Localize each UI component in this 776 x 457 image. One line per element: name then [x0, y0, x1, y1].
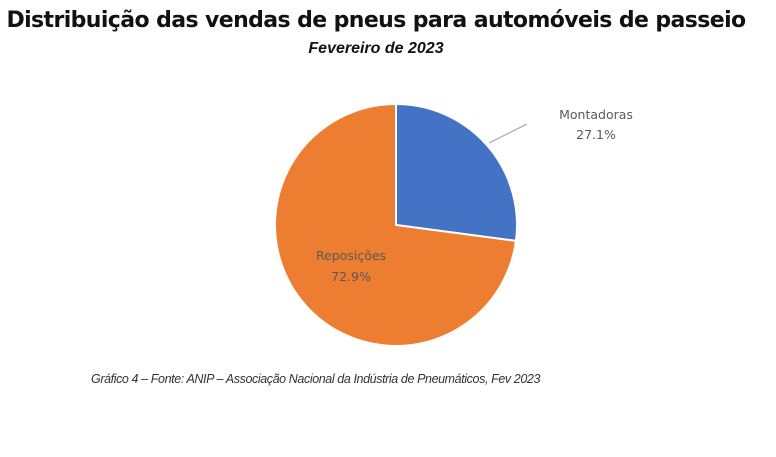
slice-value-montadoras: 27.1% [576, 127, 616, 142]
pie-slice-reposicoes [274, 102, 518, 347]
chart-subtitle: Fevereiro de 2023 [308, 40, 444, 57]
chart-caption: Gráfico 4 – Fonte: ANIP – Associação Nac… [91, 372, 541, 386]
chart-title: Distribuição das vendas de pneus para au… [6, 8, 746, 33]
slice-value-reposicoes: 72.9% [331, 269, 371, 284]
slice-label-reposicoes: Reposições [316, 248, 386, 263]
slice-label-montadoras: Montadoras [559, 107, 633, 122]
leader-line [488, 123, 528, 144]
pie-slice-montadoras [395, 102, 518, 243]
